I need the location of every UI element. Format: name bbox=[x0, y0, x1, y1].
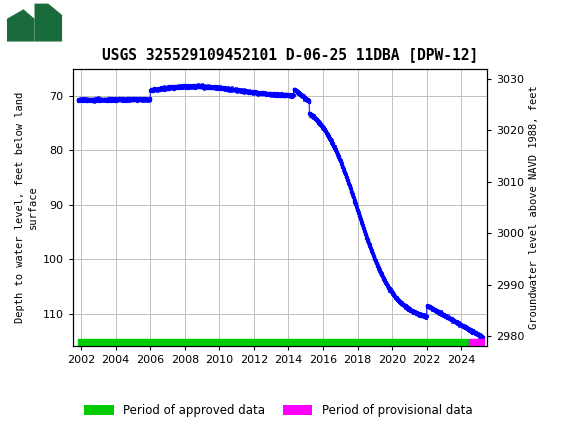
Y-axis label: Groundwater level above NAVD 1988, feet: Groundwater level above NAVD 1988, feet bbox=[529, 86, 539, 329]
Y-axis label: Depth to water level, feet below land
surface: Depth to water level, feet below land su… bbox=[15, 92, 38, 323]
Polygon shape bbox=[35, 3, 62, 42]
Text: USGS 325529109452101 D-06-25 11DBA [DPW-12]: USGS 325529109452101 D-06-25 11DBA [DPW-… bbox=[102, 47, 478, 62]
Text: USGS: USGS bbox=[72, 12, 132, 31]
Legend: Period of approved data, Period of provisional data: Period of approved data, Period of provi… bbox=[79, 399, 477, 422]
Bar bbox=[7, 3, 62, 42]
Polygon shape bbox=[7, 9, 35, 42]
